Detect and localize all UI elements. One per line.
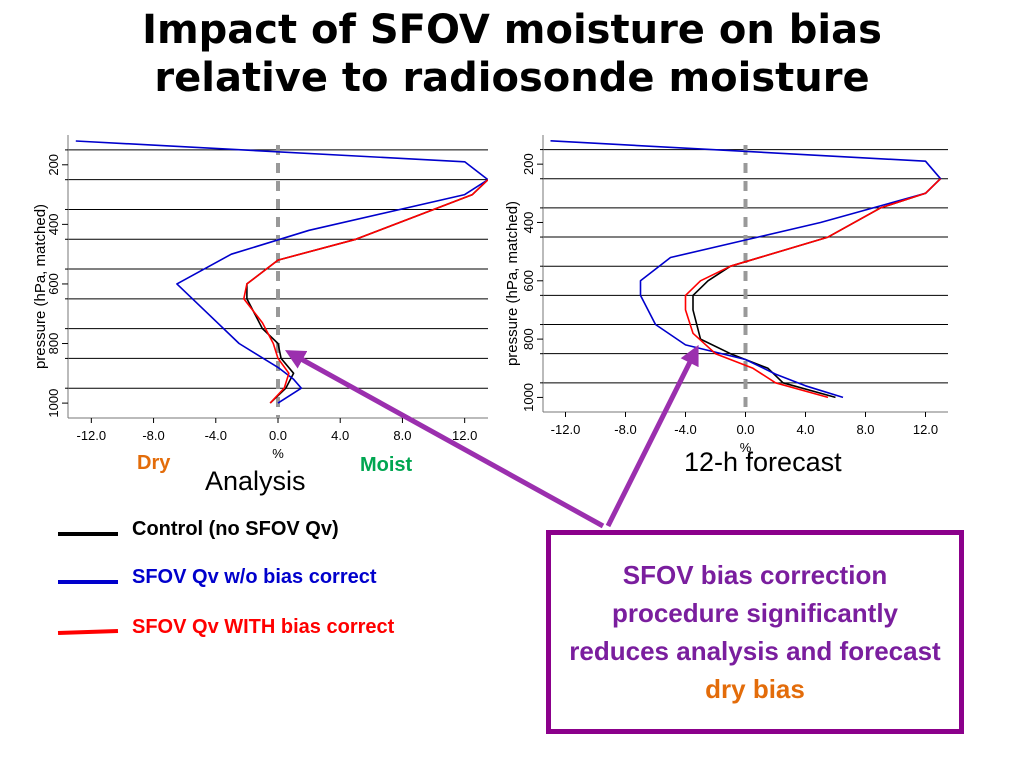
legend-swatch-control (58, 532, 118, 536)
callout-arrow-analysis (284, 350, 605, 529)
x-tick-label: -8.0 (614, 422, 636, 437)
y-tick-label: 200 (46, 154, 61, 176)
y-axis-label: pressure (hPa, matched) (32, 204, 49, 369)
analysis-chart: 200 400 600 800 1000 pressure (hPa, matched) -… (32, 135, 488, 461)
y-tick-label: 200 (521, 153, 536, 175)
forecast-chart: 200 400 600 800 1000 pressure (hPa, matched) -… (504, 135, 948, 455)
callout-text: SFOV bias correction procedure significa… (560, 556, 950, 708)
x-tick-label: 0.0 (269, 428, 287, 443)
moist-label: Moist (360, 454, 413, 476)
y-tick-label: 600 (521, 270, 536, 292)
analysis-label: Analysis (205, 466, 306, 496)
forecast-label: 12-h forecast (684, 447, 842, 477)
y-tick-label: 400 (46, 214, 61, 236)
x-tick-label: 12.0 (913, 422, 938, 437)
series-line-sfov-with-bias (684, 178, 942, 399)
x-tick-label: 8.0 (856, 422, 874, 437)
x-axis-label: % (740, 440, 752, 455)
x-tick-label: 4.0 (331, 428, 349, 443)
legend-label-control: Control (no SFOV Qv) (132, 518, 339, 540)
y-axis-label: pressure (hPa, matched) (504, 201, 521, 366)
x-tick-label: -12.0 (77, 428, 107, 443)
slide-title: Impact of SFOV moisture on bias relative… (0, 6, 1024, 102)
x-tick-label: -8.0 (142, 428, 164, 443)
y-tick-label: 1000 (521, 383, 536, 412)
callout-arrow-forecast (605, 344, 699, 528)
series-line-sfov-no-bias (550, 140, 942, 399)
x-axis-label: % (272, 446, 284, 461)
legend-swatch-sfov-no-bias (58, 580, 118, 584)
y-tick-label: 1000 (46, 389, 61, 418)
dry-label: Dry (137, 452, 171, 474)
callout-highlight: dry bias (705, 674, 805, 704)
y-tick-label: 800 (46, 333, 61, 355)
callout-arrows (284, 344, 699, 529)
x-tick-label: 8.0 (393, 428, 411, 443)
x-tick-label: -4.0 (205, 428, 227, 443)
legend-label-sfov-no-bias: SFOV Qv w/o bias correct (132, 566, 377, 588)
x-tick-label: 0.0 (736, 422, 754, 437)
callout-box: SFOV bias correction procedure significa… (546, 530, 964, 734)
series-line-sfov-with-bias (243, 179, 488, 404)
callout-main: SFOV bias correction procedure significa… (569, 560, 941, 666)
series-line-control (692, 178, 942, 399)
x-tick-label: 12.0 (452, 428, 477, 443)
y-tick-label: 800 (521, 328, 536, 350)
x-tick-label: -12.0 (551, 422, 581, 437)
title-line-1: Impact of SFOV moisture on bias (142, 7, 882, 53)
series-line-sfov-no-bias (75, 140, 488, 404)
title-line-2: relative to radiosonde moisture (154, 55, 870, 101)
x-tick-label: -4.0 (674, 422, 696, 437)
y-tick-label: 600 (46, 273, 61, 295)
y-tick-label: 400 (521, 212, 536, 234)
legend-label-sfov-with-bias: SFOV Qv WITH bias correct (132, 616, 395, 638)
x-tick-label: 4.0 (796, 422, 814, 437)
series-line-control (246, 179, 488, 404)
